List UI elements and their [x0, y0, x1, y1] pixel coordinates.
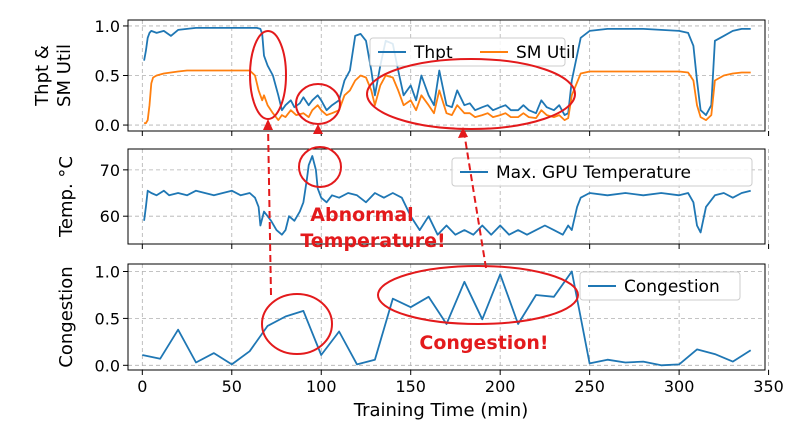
y-tick-label: 0.5 [95, 309, 120, 328]
legend-label: SM Util [516, 43, 575, 63]
y-axis-label-top: SM Util [54, 44, 75, 107]
y-axis-label-middle: Temp. °C [56, 156, 77, 238]
legend-label: Max. GPU Temperature [496, 163, 691, 183]
legend-label: Congestion [624, 277, 720, 297]
ellipse-temperature [298, 146, 342, 188]
ellipse-drop-3 [366, 58, 576, 130]
arrowhead-1 [263, 119, 273, 130]
y-tick-label: 0.0 [95, 116, 120, 135]
y-tick-label: 0.5 [95, 67, 120, 86]
panel-frame-bottom [127, 263, 766, 371]
y-tick-label: 0.0 [95, 356, 120, 375]
x-tick-label: 350 [753, 377, 784, 396]
x-tick-label: 250 [574, 377, 605, 396]
annotation-abnormal-line2: Temperature! [300, 230, 445, 252]
x-tick-label: 0 [137, 377, 147, 396]
arrowhead-3 [458, 127, 468, 138]
x-tick-label: 100 [306, 377, 337, 396]
annotation-congestion: Congestion! [419, 332, 548, 354]
annotation-abnormal-line1: Abnormal [310, 204, 413, 226]
ellipse-congestion-1 [261, 293, 333, 355]
y-tick-label: 60 [100, 207, 120, 226]
series-line-max-gpu-temperature [143, 155, 751, 236]
series-line-sm-util [144, 69, 751, 124]
legend-layer: Thpt SM Util Max. GPU Temperature Congestio… [369, 37, 753, 301]
y-axis-label-bottom: Congestion [56, 266, 77, 367]
x-tick-label: 150 [395, 377, 426, 396]
y-tick-label: 70 [100, 161, 120, 180]
annotation-arrowheads [263, 119, 468, 138]
y-tick-label: 1.0 [95, 17, 120, 36]
x-tick-label: 300 [664, 377, 695, 396]
legend-box-bottom [579, 271, 741, 301]
x-tick-label: 200 [485, 377, 516, 396]
series-line-thpt [143, 26, 751, 116]
x-tick-label: 50 [222, 377, 242, 396]
data-layer [142, 26, 752, 367]
arrow-line-1 [267, 124, 272, 296]
panel-frame-middle [127, 148, 766, 245]
series-line-congestion [142, 270, 752, 367]
arrowhead-2 [313, 124, 323, 134]
arrow-line-2 [463, 131, 487, 269]
y-axis-label-top: Thpt & [32, 45, 53, 107]
x-axis-label: Training Time (min) [353, 400, 529, 421]
legend-box-middle [451, 157, 753, 187]
ellipse-congestion-2 [377, 265, 579, 325]
y-tick-label: 1.0 [95, 263, 120, 282]
legend-label: Thpt [413, 43, 453, 63]
legend-box-top [369, 37, 566, 67]
